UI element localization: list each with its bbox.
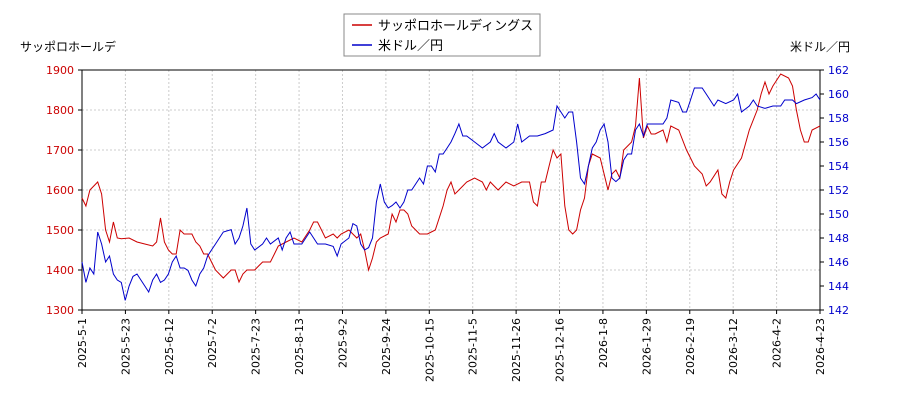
right-axis-title: 米ドル／円 bbox=[790, 40, 850, 54]
x-tick-label: 2025-10-15 bbox=[423, 318, 436, 382]
left-tick-label: 1400 bbox=[46, 264, 74, 277]
right-tick-label: 154 bbox=[828, 160, 849, 173]
x-tick-label: 2025-9-2 bbox=[336, 318, 349, 368]
x-tick-label: 2025-7-2 bbox=[206, 318, 219, 368]
right-tick-label: 144 bbox=[828, 280, 849, 293]
left-tick-label: 1600 bbox=[46, 184, 74, 197]
right-tick-label: 158 bbox=[828, 112, 849, 125]
x-axis-ticks: 2025-5-1 2025-5-23 2025-6-12 2025-7-2 2025-7… bbox=[76, 310, 827, 382]
x-tick-label: 2025-6-12 bbox=[163, 318, 176, 375]
x-tick-label: 2025-5-23 bbox=[119, 318, 132, 375]
x-tick-label: 2025-7-23 bbox=[250, 318, 263, 375]
left-tick-label: 1700 bbox=[46, 144, 74, 157]
right-tick-label: 156 bbox=[828, 136, 849, 149]
x-tick-label: 2026-2-19 bbox=[684, 318, 697, 375]
left-tick-label: 1300 bbox=[46, 304, 74, 317]
right-tick-label: 152 bbox=[828, 184, 849, 197]
right-tick-label: 142 bbox=[828, 304, 849, 317]
x-tick-label: 2025-5-1 bbox=[76, 318, 89, 368]
right-tick-label: 150 bbox=[828, 208, 849, 221]
x-tick-label: 2025-9-24 bbox=[380, 318, 393, 375]
legend-label-usdjpy: 米ドル／円 bbox=[378, 39, 443, 54]
x-tick-label: 2026-1-29 bbox=[640, 318, 653, 375]
legend-label-sapporo: サッポロホールディングス bbox=[378, 18, 533, 34]
grid-lines bbox=[81, 69, 821, 311]
right-tick-label: 146 bbox=[828, 256, 849, 269]
left-axis-title: サッポロホールデ bbox=[20, 39, 116, 54]
x-tick-label: 2026-4-2 bbox=[771, 318, 784, 368]
left-tick-label: 1900 bbox=[46, 64, 74, 77]
right-tick-label: 160 bbox=[828, 88, 849, 101]
right-axis-ticks: 142 144 146 148 150 152 154 156 158 160 162 bbox=[820, 64, 849, 317]
legend: サッポロホールディングス 米ドル／円 bbox=[343, 13, 541, 57]
left-axis-ticks: 1300 1400 1500 1600 1700 1800 1900 bbox=[46, 64, 82, 317]
right-tick-label: 148 bbox=[828, 232, 849, 245]
x-tick-label: 2026-4-23 bbox=[814, 318, 827, 375]
x-tick-label: 2025-12-16 bbox=[554, 318, 567, 382]
x-tick-label: 2025-11-5 bbox=[467, 318, 480, 375]
series-line-sapporo bbox=[81, 73, 821, 284]
series-layer bbox=[81, 73, 821, 301]
series-line-usdjpy bbox=[81, 87, 821, 301]
x-tick-label: 2026-3-12 bbox=[727, 318, 740, 375]
right-tick-label: 162 bbox=[828, 64, 849, 77]
x-tick-label: 2025-8-13 bbox=[293, 318, 306, 375]
legend-box bbox=[343, 13, 541, 57]
x-tick-label: 2025-11-26 bbox=[510, 318, 523, 382]
left-tick-label: 1500 bbox=[46, 224, 74, 237]
left-tick-label: 1800 bbox=[46, 104, 74, 117]
x-tick-label: 2026-1-8 bbox=[597, 318, 610, 368]
